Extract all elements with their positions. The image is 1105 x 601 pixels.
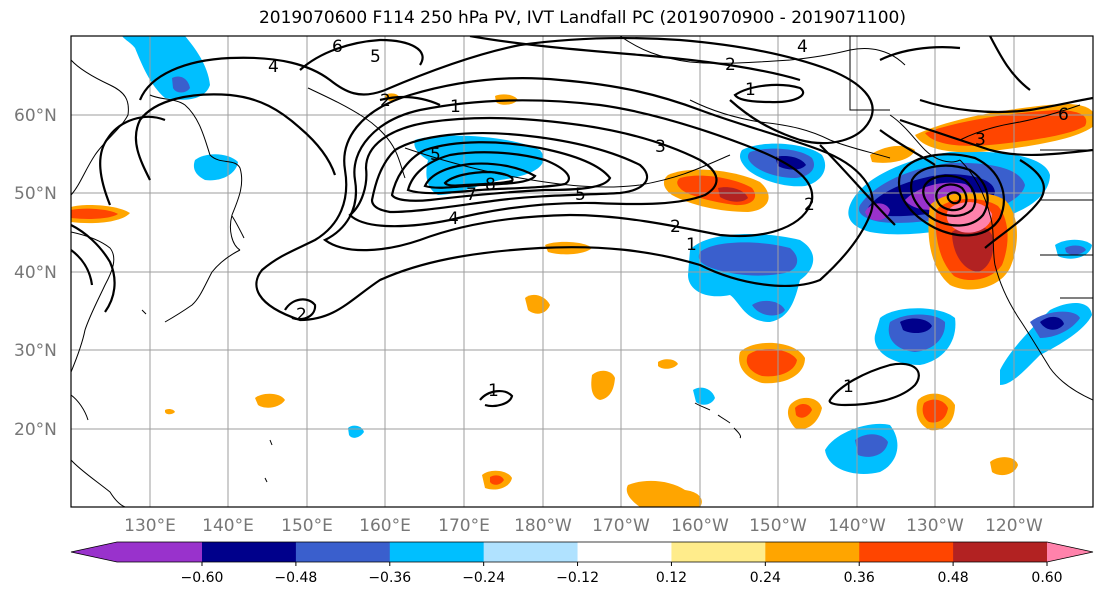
pv-contours	[71, 36, 1093, 408]
contour-label: 1	[450, 97, 461, 117]
contour-label: 2	[380, 91, 391, 111]
lon-label: 130°W	[906, 516, 964, 536]
lon-label: 140°W	[828, 516, 886, 536]
colorbar: −0.60 −0.48 −0.36 −0.24 −0.12 0.12 0.24 0.36 0.4…	[70, 541, 1094, 586]
lon-label: 150°E	[281, 516, 333, 536]
lon-label: 150°W	[749, 516, 807, 536]
coastlines	[71, 36, 1093, 507]
contour-label: 4	[268, 57, 279, 77]
contour-label: 1	[745, 80, 756, 100]
contour-label: 3	[655, 137, 666, 157]
contour-label: 4	[448, 209, 459, 229]
colorbar-tick-label: −0.60	[181, 570, 224, 586]
lat-label-30n: 30°N	[14, 341, 57, 361]
colorbar-tick-label: −0.12	[556, 570, 599, 586]
lon-label: 130°E	[124, 516, 176, 536]
colorbar-tick-label: −0.36	[368, 570, 411, 586]
colorbar-tick-label: 0.24	[750, 570, 781, 586]
map-frame	[70, 35, 1094, 508]
contour-label: 1	[686, 235, 697, 255]
colorbar-tick-label: 0.60	[1031, 570, 1062, 586]
map-title: 2019070600 F114 250 hPa PV, IVT Landfall…	[258, 8, 906, 28]
colorbar-segment	[765, 542, 860, 562]
colorbar-tick-label: 0.48	[938, 570, 969, 586]
lat-label-50n: 50°N	[14, 184, 57, 204]
contour-label: 2	[670, 217, 681, 237]
colorbar-segment	[859, 542, 954, 562]
longitude-labels: 130°E 140°E 150°E 160°E 170°E 180°W 170°…	[124, 516, 1043, 536]
lat-label-60n: 60°N	[14, 106, 57, 126]
contour-label: 6	[332, 37, 343, 57]
contour-label-group: 6 5 4 2 1 1 4 3 5 8 7 4 5 2 2 1 2 3 6 1 …	[268, 37, 1069, 401]
contour-label: 7	[466, 185, 477, 205]
colorbar-segment	[389, 542, 485, 562]
colorbar-tick-label: −0.24	[462, 570, 505, 586]
lon-label: 160°E	[359, 516, 411, 536]
latitude-labels: 60°N 50°N 40°N 30°N 20°N	[14, 106, 57, 440]
colorbar-segment	[202, 542, 297, 562]
colorbar-segment	[483, 542, 579, 562]
colorbar-tick-label: −0.48	[274, 570, 317, 586]
contour-label: 4	[797, 37, 808, 57]
lon-label: 140°E	[202, 516, 254, 536]
colorbar-outline	[70, 541, 1094, 563]
lon-label: 160°W	[671, 516, 729, 536]
contour-label: 5	[370, 47, 381, 67]
contour-label: 5	[430, 145, 441, 165]
contour-label: 5	[575, 185, 586, 205]
contour-label: 2	[804, 195, 815, 215]
lat-label-20n: 20°N	[14, 420, 57, 440]
lon-label: 170°W	[592, 516, 650, 536]
contour-label: 2	[296, 305, 307, 325]
contour-label: 2	[725, 55, 736, 75]
lon-label: 170°E	[438, 516, 490, 536]
colorbar-segment	[295, 542, 391, 562]
colorbar-segment	[671, 542, 766, 562]
colorbar-tick-label: 0.36	[844, 570, 875, 586]
colorbar-segment	[953, 542, 1047, 562]
contour-label: 6	[1058, 105, 1069, 125]
colorbar-segment	[1047, 542, 1093, 562]
colorbar-segment	[71, 542, 202, 562]
contour-label: 8	[485, 175, 496, 195]
colorbar-segment	[577, 542, 673, 562]
contour-label: 3	[975, 130, 986, 150]
contour-label: 1	[488, 381, 499, 401]
lon-label: 120°W	[985, 516, 1043, 536]
colorbar-tick-label: 0.12	[656, 570, 687, 586]
lat-label-40n: 40°N	[14, 263, 57, 283]
contour-label: 1	[843, 377, 854, 397]
lon-label: 180°W	[514, 516, 572, 536]
